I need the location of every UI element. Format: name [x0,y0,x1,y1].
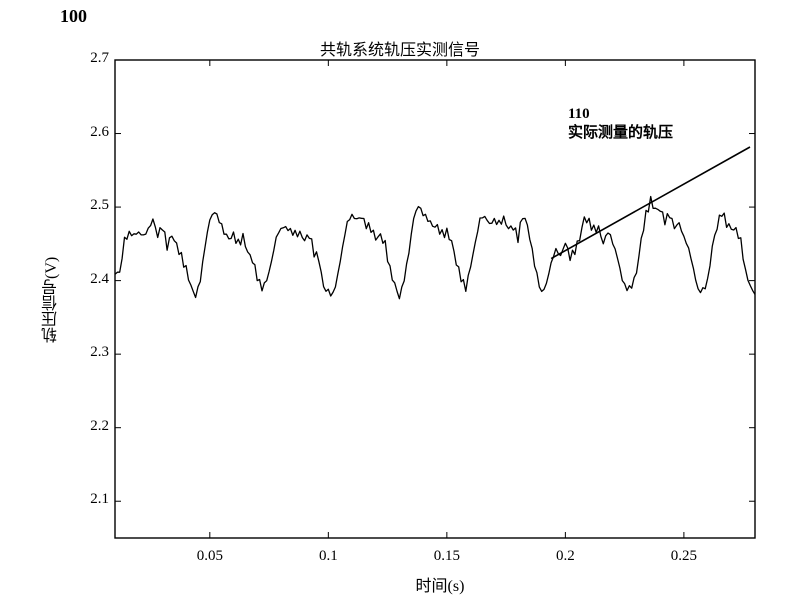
x-tick-label: 0.05 [190,548,230,565]
x-tick-label: 0.1 [308,548,348,565]
x-tick-label: 0.15 [427,548,467,565]
y-tick-label: 2.3 [73,344,109,361]
x-tick-label: 0.25 [664,548,704,565]
y-tick-label: 2.2 [73,418,109,435]
y-tick-label: 2.4 [73,271,109,288]
line-chart [0,0,800,602]
y-tick-label: 2.7 [73,50,109,67]
y-axis-label: 轨压信号(V) [40,230,64,370]
annotation-label: 110 实际测量的轨压 [568,105,673,143]
x-axis-label: 时间(s) [380,572,500,596]
y-tick-label: 2.1 [73,491,109,508]
annotation-text: 实际测量的轨压 [568,124,673,143]
x-tick-label: 0.2 [545,548,585,565]
y-tick-label: 2.6 [73,124,109,141]
y-tick-label: 2.5 [73,197,109,214]
annotation-number: 110 [568,105,673,124]
